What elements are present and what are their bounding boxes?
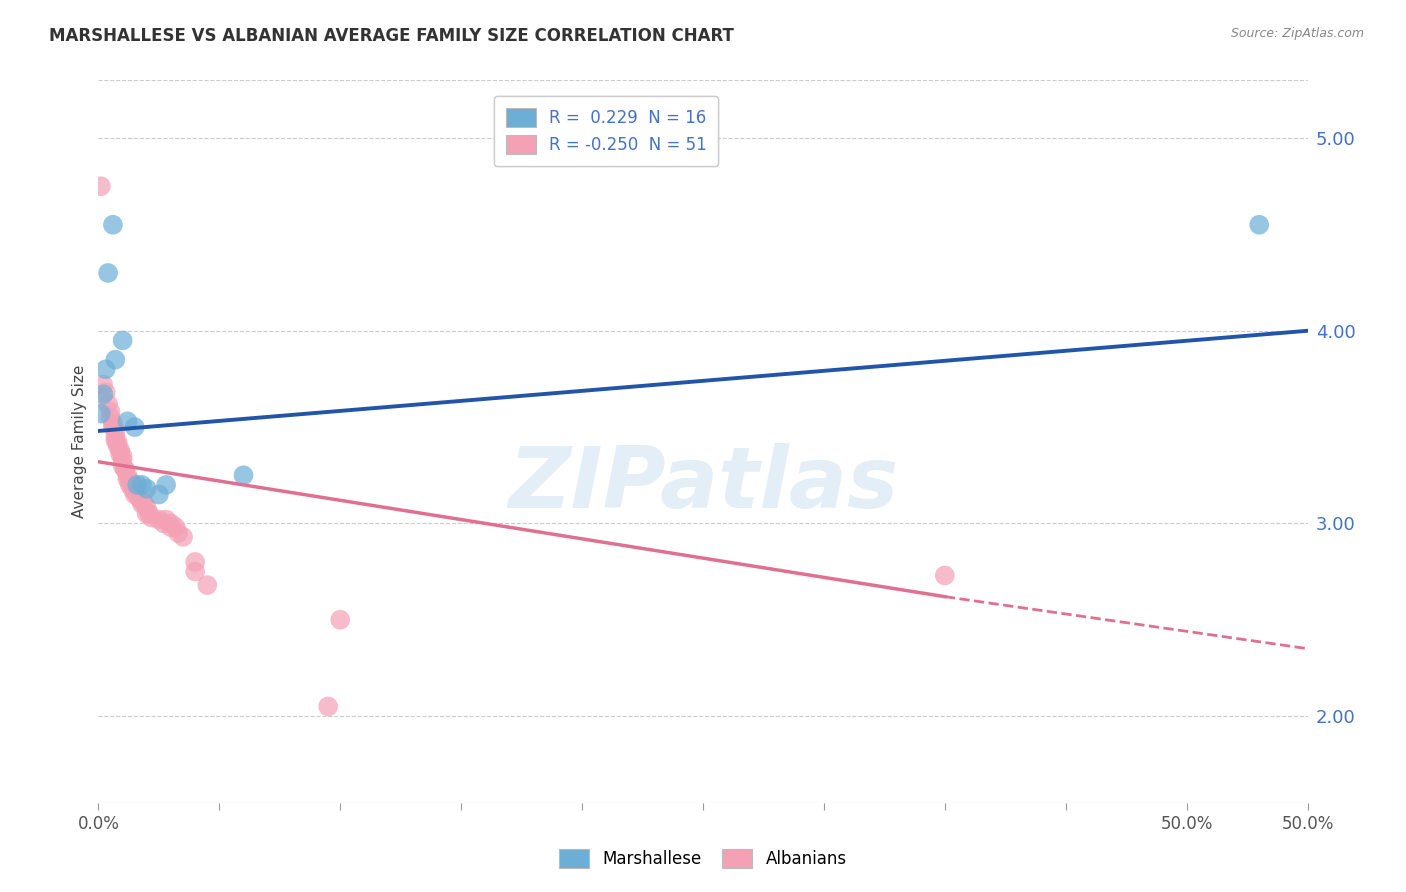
Point [94, 362, 117, 376]
Point [131, 478, 153, 492]
Point [97, 266, 120, 280]
Point [934, 568, 956, 582]
Point [90, 407, 112, 421]
Point [114, 462, 136, 476]
Point [104, 430, 127, 444]
Point [104, 434, 127, 448]
Point [118, 474, 141, 488]
Point [127, 478, 149, 492]
Point [117, 414, 139, 428]
Point [101, 416, 124, 430]
Point [94, 385, 117, 400]
Point [117, 472, 139, 486]
Point [155, 478, 177, 492]
Point [101, 218, 124, 232]
Point [121, 482, 143, 496]
Point [329, 613, 352, 627]
Point [111, 458, 134, 473]
Point [107, 435, 129, 450]
Point [108, 443, 131, 458]
Point [91, 387, 114, 401]
Point [124, 482, 146, 496]
Point [152, 516, 174, 531]
Point [167, 526, 190, 541]
Point [135, 507, 157, 521]
Point [90, 179, 112, 194]
Point [117, 468, 139, 483]
Legend: Marshallese, Albanians: Marshallese, Albanians [553, 842, 853, 875]
Point [172, 530, 194, 544]
Point [104, 424, 127, 438]
Y-axis label: Average Family Size: Average Family Size [72, 365, 87, 518]
Point [232, 468, 254, 483]
Text: MARSHALLESE VS ALBANIAN AVERAGE FAMILY SIZE CORRELATION CHART: MARSHALLESE VS ALBANIAN AVERAGE FAMILY S… [49, 27, 734, 45]
Point [134, 497, 156, 511]
Point [104, 352, 127, 367]
Point [184, 555, 207, 569]
Point [97, 397, 120, 411]
Point [108, 447, 131, 461]
Point [135, 501, 157, 516]
Point [135, 482, 157, 496]
Point [155, 512, 177, 526]
Point [148, 487, 170, 501]
Point [138, 507, 160, 521]
Point [184, 565, 207, 579]
Point [131, 493, 153, 508]
Point [148, 512, 170, 526]
Point [165, 520, 187, 534]
Point [111, 334, 134, 348]
Point [100, 405, 122, 419]
Point [127, 487, 149, 501]
Point [118, 478, 141, 492]
Point [1249, 218, 1271, 232]
Point [121, 478, 143, 492]
Point [195, 578, 218, 592]
Legend: R =  0.229  N = 16, R = -0.250  N = 51: R = 0.229 N = 16, R = -0.250 N = 51 [494, 95, 718, 166]
Point [91, 377, 114, 392]
Text: Source: ZipAtlas.com: Source: ZipAtlas.com [1230, 27, 1364, 40]
Point [316, 699, 339, 714]
Point [160, 520, 183, 534]
Point [111, 449, 134, 463]
Point [141, 510, 163, 524]
Point [114, 462, 136, 476]
Point [124, 420, 146, 434]
Point [101, 420, 124, 434]
Point [107, 439, 129, 453]
Point [128, 491, 150, 506]
Point [124, 487, 146, 501]
Text: ZIPatlas: ZIPatlas [508, 443, 898, 526]
Point [100, 410, 122, 425]
Point [160, 516, 183, 531]
Point [131, 497, 153, 511]
Point [111, 453, 134, 467]
